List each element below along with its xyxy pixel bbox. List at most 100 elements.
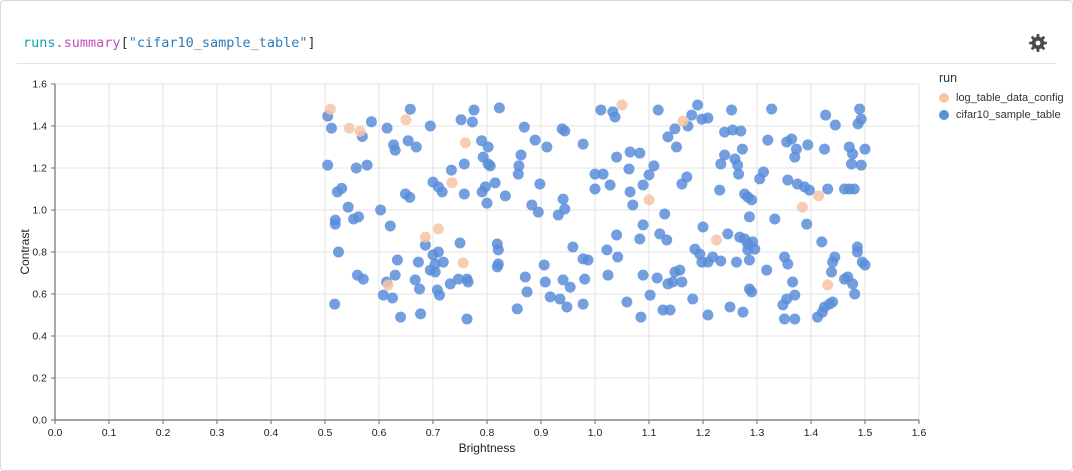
scatter-point-cifar10_sample_table[interactable] <box>662 131 674 143</box>
scatter-point-cifar10_sample_table[interactable] <box>414 283 425 295</box>
scatter-point-cifar10_sample_table[interactable] <box>648 160 660 172</box>
scatter-point-cifar10_sample_table[interactable] <box>623 163 635 175</box>
scatter-point-cifar10_sample_table[interactable] <box>384 220 396 232</box>
scatter-point-cifar10_sample_table[interactable] <box>391 254 403 266</box>
scatter-point-cifar10_sample_table[interactable] <box>801 218 813 230</box>
scatter-point-cifar10_sample_table[interactable] <box>643 169 655 181</box>
scatter-point-cifar10_sample_table[interactable] <box>489 177 501 189</box>
scatter-point-cifar10_sample_table[interactable] <box>722 228 734 240</box>
scatter-point-cifar10_sample_table[interactable] <box>353 211 364 223</box>
scatter-point-cifar10_sample_table[interactable] <box>735 125 747 137</box>
scatter-point-cifar10_sample_table[interactable] <box>521 286 533 298</box>
scatter-point-cifar10_sample_table[interactable] <box>726 104 738 116</box>
scatter-point-cifar10_sample_table[interactable] <box>852 118 864 130</box>
scatter-point-cifar10_sample_table[interactable] <box>732 159 744 171</box>
scatter-point-cifar10_sample_table[interactable] <box>410 141 422 153</box>
scatter-point-cifar10_sample_table[interactable] <box>624 146 636 158</box>
scatter-point-log_table_data_config[interactable] <box>677 115 689 127</box>
scatter-point-cifar10_sample_table[interactable] <box>429 266 441 278</box>
scatter-point-cifar10_sample_table[interactable] <box>455 114 467 126</box>
scatter-point-cifar10_sample_table[interactable] <box>532 206 544 218</box>
scatter-point-cifar10_sample_table[interactable] <box>577 138 589 150</box>
scatter-point-cifar10_sample_table[interactable] <box>743 254 755 266</box>
scatter-point-cifar10_sample_table[interactable] <box>762 134 774 146</box>
scatter-point-cifar10_sample_table[interactable] <box>746 194 758 206</box>
scatter-point-cifar10_sample_table[interactable] <box>859 143 871 155</box>
scatter-point-cifar10_sample_table[interactable] <box>388 139 400 151</box>
scatter-point-cifar10_sample_table[interactable] <box>513 160 525 172</box>
scatter-point-cifar10_sample_table[interactable] <box>822 183 834 195</box>
scatter-point-cifar10_sample_table[interactable] <box>561 301 573 313</box>
scatter-point-cifar10_sample_table[interactable] <box>589 183 601 195</box>
scatter-point-cifar10_sample_table[interactable] <box>529 134 541 146</box>
scatter-point-cifar10_sample_table[interactable] <box>787 276 799 288</box>
scatter-point-cifar10_sample_table[interactable] <box>329 218 341 230</box>
scatter-point-cifar10_sample_table[interactable] <box>674 264 686 276</box>
scatter-point-cifar10_sample_table[interactable] <box>855 159 867 171</box>
scatter-point-log_table_data_config[interactable] <box>382 279 394 291</box>
scatter-point-cifar10_sample_table[interactable] <box>719 149 731 161</box>
scatter-point-cifar10_sample_table[interactable] <box>326 122 337 134</box>
scatter-point-cifar10_sample_table[interactable] <box>357 273 369 285</box>
scatter-point-cifar10_sample_table[interactable] <box>714 184 726 196</box>
scatter-point-cifar10_sample_table[interactable] <box>637 219 649 231</box>
scatter-point-cifar10_sample_table[interactable] <box>419 239 431 251</box>
scatter-point-cifar10_sample_table[interactable] <box>743 211 755 223</box>
scatter-point-cifar10_sample_table[interactable] <box>702 309 714 321</box>
scatter-point-cifar10_sample_table[interactable] <box>387 292 398 304</box>
scatter-point-cifar10_sample_table[interactable] <box>676 276 688 288</box>
scatter-point-cifar10_sample_table[interactable] <box>567 241 579 253</box>
scatter-point-cifar10_sample_table[interactable] <box>667 276 679 288</box>
scatter-point-cifar10_sample_table[interactable] <box>342 201 354 213</box>
scatter-point-cifar10_sample_table[interactable] <box>820 109 832 121</box>
panel-settings-button[interactable] <box>1028 33 1048 53</box>
scatter-point-cifar10_sample_table[interactable] <box>827 296 839 308</box>
scatter-point-cifar10_sample_table[interactable] <box>377 289 389 301</box>
scatter-point-cifar10_sample_table[interactable] <box>481 197 493 209</box>
scatter-point-cifar10_sample_table[interactable] <box>782 174 794 186</box>
scatter-point-cifar10_sample_table[interactable] <box>582 254 594 266</box>
scatter-point-cifar10_sample_table[interactable] <box>466 116 478 128</box>
scatter-point-cifar10_sample_table[interactable] <box>458 188 470 200</box>
scatter-point-cifar10_sample_table[interactable] <box>651 272 663 284</box>
scatter-point-cifar10_sample_table[interactable] <box>634 147 646 159</box>
scatter-point-cifar10_sample_table[interactable] <box>715 255 727 267</box>
scatter-point-cifar10_sample_table[interactable] <box>637 269 649 281</box>
scatter-point-log_table_data_config[interactable] <box>400 114 412 126</box>
scatter-point-cifar10_sample_table[interactable] <box>789 151 801 163</box>
scatter-point-cifar10_sample_table[interactable] <box>445 164 457 176</box>
scatter-point-cifar10_sample_table[interactable] <box>816 236 828 248</box>
scatter-point-cifar10_sample_table[interactable] <box>492 258 504 270</box>
scatter-point-cifar10_sample_table[interactable] <box>847 148 859 160</box>
scatter-point-cifar10_sample_table[interactable] <box>365 116 377 128</box>
scatter-point-cifar10_sample_table[interactable] <box>826 266 837 278</box>
scatter-point-cifar10_sample_table[interactable] <box>612 251 624 263</box>
scatter-point-cifar10_sample_table[interactable] <box>802 139 814 151</box>
scatter-point-cifar10_sample_table[interactable] <box>637 179 649 191</box>
scatter-point-cifar10_sample_table[interactable] <box>601 244 613 256</box>
scatter-point-cifar10_sample_table[interactable] <box>733 168 745 180</box>
scatter-point-cifar10_sample_table[interactable] <box>781 136 793 148</box>
scatter-point-cifar10_sample_table[interactable] <box>746 286 758 298</box>
scatter-point-cifar10_sample_table[interactable] <box>361 159 373 171</box>
scatter-point-cifar10_sample_table[interactable] <box>847 278 859 290</box>
scatter-point-cifar10_sample_table[interactable] <box>557 274 569 286</box>
scatter-point-log_table_data_config[interactable] <box>796 201 808 213</box>
scatter-point-cifar10_sample_table[interactable] <box>436 186 448 198</box>
scatter-point-cifar10_sample_table[interactable] <box>687 293 699 305</box>
scatter-point-cifar10_sample_table[interactable] <box>519 271 531 283</box>
scatter-point-cifar10_sample_table[interactable] <box>484 160 496 172</box>
scatter-point-cifar10_sample_table[interactable] <box>515 149 527 161</box>
scatter-point-cifar10_sample_table[interactable] <box>404 103 416 115</box>
scatter-point-cifar10_sample_table[interactable] <box>727 124 739 136</box>
scatter-point-cifar10_sample_table[interactable] <box>686 109 698 121</box>
scatter-point-cifar10_sample_table[interactable] <box>375 204 387 216</box>
scatter-point-log_table_data_config[interactable] <box>324 103 336 115</box>
scatter-point-cifar10_sample_table[interactable] <box>402 135 414 147</box>
scatter-point-log_table_data_config[interactable] <box>446 177 458 189</box>
scatter-point-log_table_data_config[interactable] <box>432 223 444 235</box>
scatter-point-cifar10_sample_table[interactable] <box>381 122 393 134</box>
scatter-point-cifar10_sample_table[interactable] <box>479 181 491 193</box>
scatter-point-log_table_data_config[interactable] <box>419 231 431 243</box>
